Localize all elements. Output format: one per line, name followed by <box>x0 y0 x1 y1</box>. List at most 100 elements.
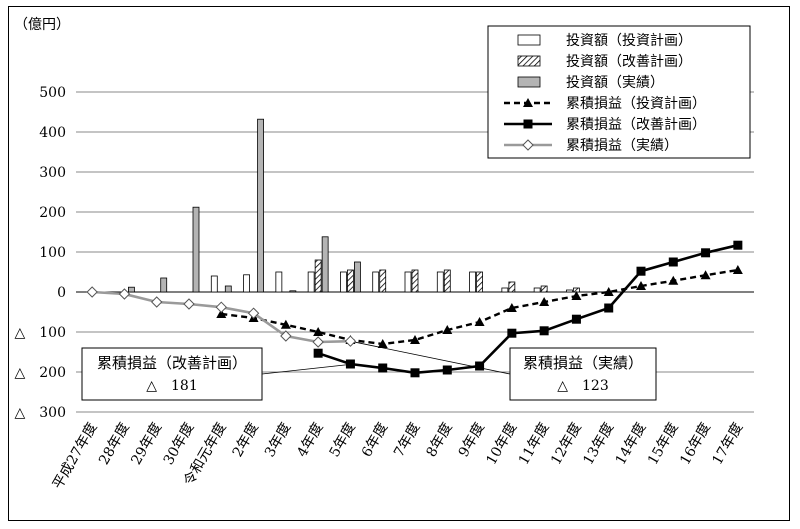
bar-hatch <box>347 269 354 293</box>
data-point-dashed-triangle <box>603 287 614 296</box>
legend-marker-gray-diamond <box>522 139 534 151</box>
data-point-solid-square <box>733 240 743 250</box>
bar-gray <box>257 118 264 293</box>
data-point-gray-diamond <box>215 301 227 313</box>
data-point-dashed-triangle <box>636 281 646 290</box>
bar-hatch <box>379 269 387 293</box>
x-tick-label: 8年度 <box>423 420 455 460</box>
x-tick-label: 14年度 <box>613 420 650 468</box>
series-line-solid-square <box>317 243 739 375</box>
data-point-gray-diamond <box>312 336 324 348</box>
data-point-solid-square <box>636 266 646 276</box>
bar-white <box>243 274 250 293</box>
bar-hatch <box>540 285 548 293</box>
chart-frame <box>8 6 790 521</box>
data-point-solid-square <box>668 257 678 267</box>
legend-marker-solid-square <box>523 119 533 129</box>
bar-white <box>533 287 541 293</box>
bar-white <box>340 271 347 293</box>
data-point-solid-square <box>539 326 549 336</box>
bar-white <box>372 271 380 293</box>
x-tick-label: 6年度 <box>359 420 391 460</box>
data-point-gray-diamond <box>86 286 98 298</box>
y-tick-label: 400 <box>39 125 66 141</box>
x-tick-label: 12年度 <box>548 420 585 468</box>
x-tick-label: 16年度 <box>677 420 714 468</box>
data-point-solid-square <box>313 348 323 358</box>
x-tick-label: 7年度 <box>391 420 423 460</box>
bar-gray <box>160 277 168 293</box>
bar-gray <box>289 290 297 293</box>
y-tick-label: 300 <box>39 165 66 181</box>
annotation-title: 累積損益（改善計画） <box>97 354 247 372</box>
x-tick-label: 11年度 <box>516 420 553 468</box>
bar-white <box>566 289 573 293</box>
data-point-gray-diamond <box>151 296 163 308</box>
bar-gray <box>354 261 361 293</box>
legend-swatch-white <box>517 34 541 46</box>
x-tick-label: 29年度 <box>128 420 165 468</box>
data-point-dashed-triangle <box>313 327 324 336</box>
data-point-dashed-triangle <box>410 335 420 344</box>
bar-hatch <box>443 269 451 293</box>
data-point-dashed-triangle <box>216 309 227 318</box>
data-point-solid-square <box>571 314 581 324</box>
x-tick-label: 3年度 <box>262 420 294 460</box>
data-point-dashed-triangle <box>571 291 582 300</box>
x-tick-label: 17年度 <box>710 420 747 468</box>
x-tick-label: 2年度 <box>230 420 262 460</box>
x-tick-label: 10年度 <box>484 420 521 468</box>
legend-label: 投資額（投資計画） <box>566 33 692 49</box>
bar-hatch <box>314 259 322 293</box>
bar-gray <box>192 206 200 293</box>
x-tick-label: 5年度 <box>327 420 359 460</box>
annotation-value: △ 123 <box>557 378 609 394</box>
data-point-solid-square <box>378 363 388 373</box>
data-point-gray-diamond <box>344 335 357 347</box>
data-point-solid-square <box>604 303 614 313</box>
data-point-gray-diamond <box>247 307 260 319</box>
x-tick-label: 4年度 <box>294 420 326 460</box>
data-point-dashed-triangle <box>442 325 453 334</box>
annotation-box <box>509 347 657 401</box>
data-point-solid-square <box>442 365 452 375</box>
data-point-dashed-triangle <box>506 303 517 312</box>
x-tick-label: 13年度 <box>580 420 617 468</box>
data-point-solid-square <box>345 359 355 369</box>
y-tick-label: 200 <box>39 205 66 221</box>
x-tick-label: 9年度 <box>456 420 488 460</box>
x-tick-label: 平成27年度 <box>50 420 101 492</box>
data-point-gray-diamond <box>118 288 131 300</box>
bar-gray <box>224 285 232 293</box>
annotation-value: △ 181 <box>146 378 198 394</box>
legend-label: 累積損益（実績） <box>566 138 678 154</box>
bar-hatch <box>411 269 419 293</box>
legend-label: 投資額（実績） <box>566 75 664 91</box>
data-point-dashed-triangle <box>700 270 711 280</box>
legend-marker-dashed-triangle <box>523 98 533 107</box>
data-point-dashed-triangle <box>280 319 291 329</box>
y-axis-unit-label: （億円） <box>14 17 70 33</box>
x-tick-label: 28年度 <box>96 420 133 468</box>
data-point-gray-diamond <box>280 330 292 342</box>
bar-white <box>275 271 283 293</box>
legend-label: 累積損益（投資計画） <box>566 96 706 112</box>
bar-hatch <box>508 281 516 293</box>
bar-white <box>404 271 412 293</box>
data-point-solid-square <box>475 361 485 371</box>
data-point-dashed-triangle <box>377 339 388 348</box>
data-point-gray-diamond <box>183 298 195 310</box>
data-point-dashed-triangle <box>732 265 743 274</box>
legend-label: 累積損益（改善計画） <box>566 117 706 133</box>
annotation-box <box>81 347 263 401</box>
legend-swatch-gray <box>517 76 541 88</box>
data-point-solid-square <box>507 328 517 338</box>
y-tick-label: 100 <box>39 245 66 261</box>
bar-hatch <box>476 271 483 293</box>
x-tick-label: 15年度 <box>645 420 682 468</box>
y-tick-label: △ 100 <box>15 325 67 341</box>
data-point-solid-square <box>410 368 420 378</box>
bar-white <box>501 287 509 293</box>
annotation-title: 累積損益（実績） <box>523 354 643 372</box>
